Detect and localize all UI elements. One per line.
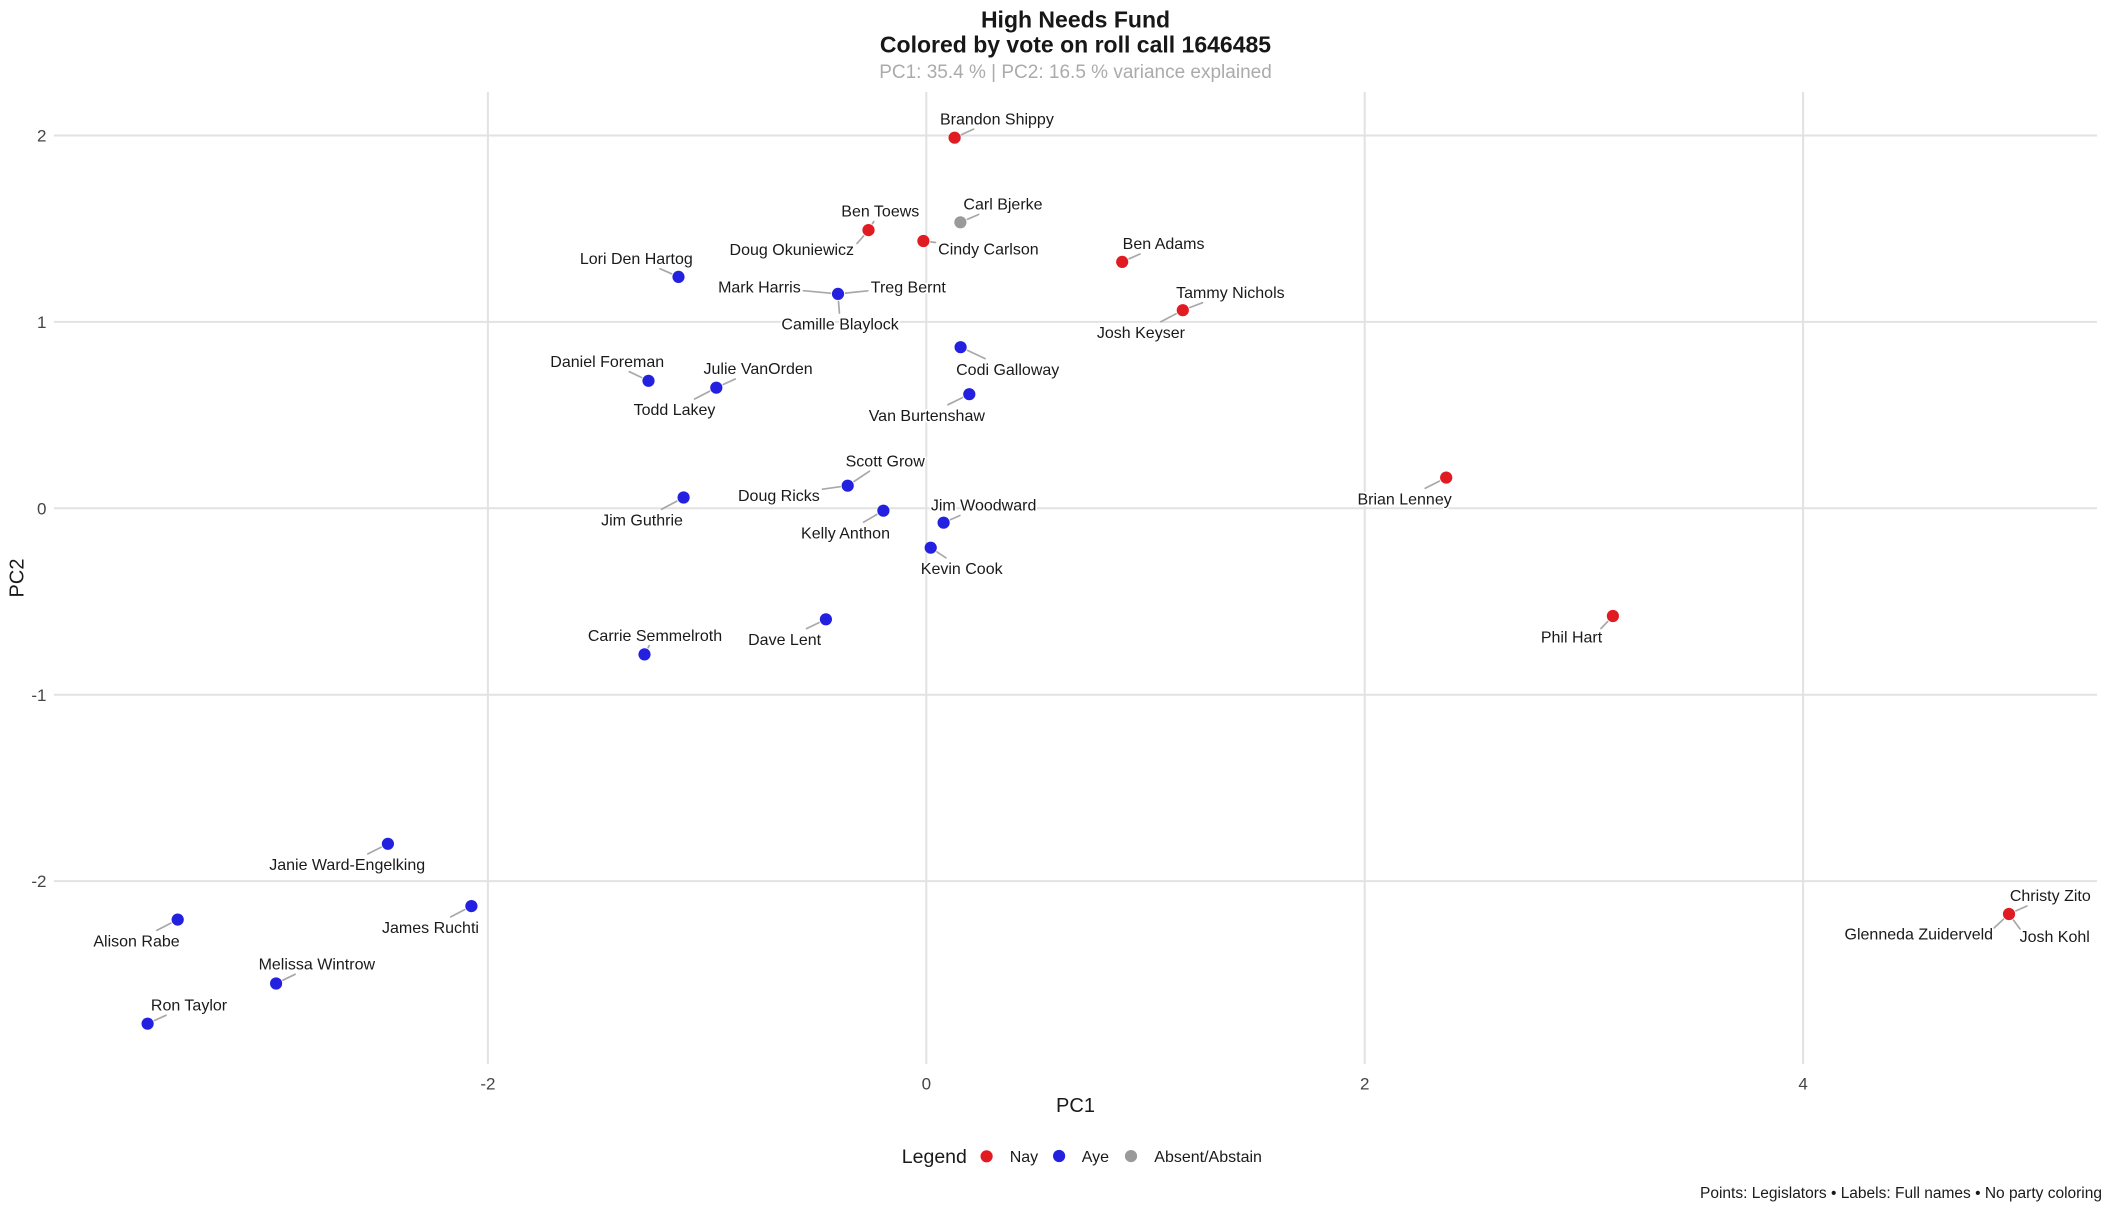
svg-text:High Needs Fund: High Needs Fund [981,6,1170,32]
svg-text:Brian Lenney: Brian Lenney [1357,492,1451,509]
svg-text:Carl Bjerke: Carl Bjerke [963,197,1042,214]
svg-text:Legend: Legend [902,1146,967,1168]
svg-text:PC1: 35.4 % | PC2: 16.5 % vari: PC1: 35.4 % | PC2: 16.5 % variance expla… [879,62,1272,83]
svg-text:Daniel Foreman: Daniel Foreman [550,354,664,371]
svg-text:-2: -2 [31,872,46,891]
svg-text:Cindy Carlson: Cindy Carlson [938,242,1038,259]
svg-text:Dave Lent: Dave Lent [748,632,821,649]
svg-text:Mark Harris: Mark Harris [718,279,801,296]
svg-text:PC2: PC2 [7,559,29,598]
svg-text:Josh Kohl: Josh Kohl [2020,929,2090,946]
svg-text:Scott Grow: Scott Grow [846,453,926,470]
svg-text:Brandon Shippy: Brandon Shippy [940,111,1054,128]
svg-text:4: 4 [1798,1074,1807,1093]
svg-text:Julie VanOrden: Julie VanOrden [704,361,813,378]
svg-text:0: 0 [37,499,46,518]
svg-text:Points: Legislators • Labels:: Points: Legislators • Labels: Full names… [1700,1185,2102,1202]
svg-text:Glenneda Zuiderveld: Glenneda Zuiderveld [1845,927,1994,944]
svg-text:Absent/Abstain: Absent/Abstain [1154,1149,1262,1166]
svg-text:Tammy Nichols: Tammy Nichols [1176,285,1284,302]
svg-text:Van Burtenshaw: Van Burtenshaw [869,408,986,425]
svg-text:Todd Lakey: Todd Lakey [634,402,716,419]
svg-text:Lori Den Hartog: Lori Den Hartog [580,251,693,268]
svg-text:Josh Keyser: Josh Keyser [1097,325,1186,342]
svg-text:James Ruchti: James Ruchti [382,920,479,937]
svg-text:Ron Taylor: Ron Taylor [151,998,228,1015]
svg-text:2: 2 [37,127,46,146]
svg-text:Ben Toews: Ben Toews [841,204,919,221]
svg-text:Alison Rabe: Alison Rabe [93,934,179,951]
svg-text:Treg Bernt: Treg Bernt [871,279,947,296]
svg-text:Jim Guthrie: Jim Guthrie [601,513,683,530]
svg-text:Doug Okuniewicz: Doug Okuniewicz [730,242,855,259]
svg-text:Colored by vote on roll call 1: Colored by vote on roll call 1646485 [880,31,1271,57]
svg-text:Janie Ward-Engelking: Janie Ward-Engelking [269,857,425,874]
svg-text:Christy Zito: Christy Zito [2010,888,2091,905]
svg-text:Carrie Semmelroth: Carrie Semmelroth [588,628,722,645]
svg-text:Kevin Cook: Kevin Cook [921,561,1004,578]
svg-text:2: 2 [1360,1074,1369,1093]
svg-text:PC1: PC1 [1056,1095,1095,1117]
svg-text:Melissa Wintrow: Melissa Wintrow [259,957,376,974]
svg-text:-2: -2 [480,1074,495,1093]
svg-text:Camille Blaylock: Camille Blaylock [781,316,899,333]
svg-text:Ben Adams: Ben Adams [1123,236,1205,253]
svg-text:Kelly Anthon: Kelly Anthon [801,525,890,542]
svg-text:-1: -1 [31,686,46,705]
svg-text:Phil Hart: Phil Hart [1541,630,1603,647]
svg-text:1: 1 [37,313,46,332]
svg-text:0: 0 [922,1074,931,1093]
svg-text:Aye: Aye [1082,1149,1109,1166]
svg-text:Jim Woodward: Jim Woodward [931,498,1037,515]
svg-text:Nay: Nay [1010,1149,1038,1166]
svg-text:Codi Galloway: Codi Galloway [956,362,1059,379]
svg-text:Doug Ricks: Doug Ricks [738,488,820,505]
